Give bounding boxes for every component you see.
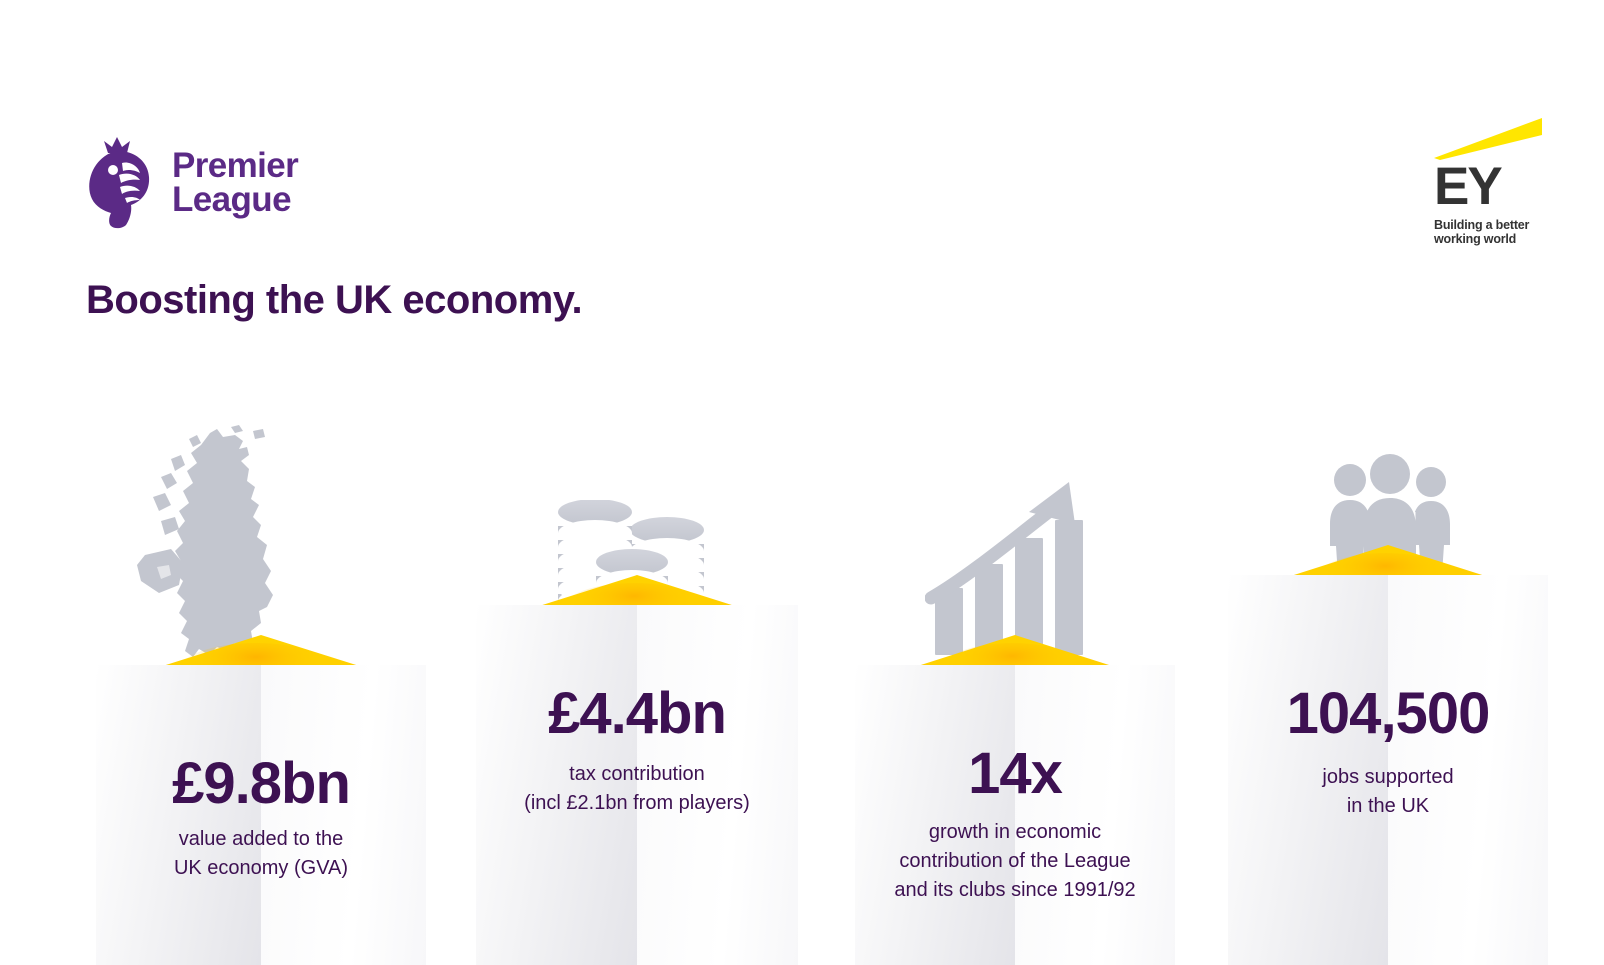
stat-desc-line1: value added to the: [178, 828, 344, 850]
ey-letters: EY: [1434, 157, 1503, 216]
stat-desc-line2: (incl £2.1bn from players): [524, 792, 750, 814]
ey-yellow-beam-icon: [1434, 118, 1542, 160]
page-title: Boosting the UK economy.: [86, 278, 583, 322]
pillar-face-right: [1388, 575, 1548, 965]
stat-desc-line2: UK economy (GVA): [173, 857, 349, 879]
pl-word-premier: Premier: [172, 145, 299, 185]
stat-description: value added to the UK economy (GVA): [96, 825, 426, 883]
stat-desc-line3: and its clubs since 1991/92: [894, 879, 1136, 901]
premier-league-lion-icon: [89, 136, 150, 228]
stat-value: 14x: [968, 741, 1063, 806]
pillar-face-right: [261, 665, 426, 965]
stat-description: jobs supported in the UK: [1228, 763, 1548, 821]
stat-value: 104,500: [1286, 681, 1491, 746]
pillar-body: [855, 665, 1175, 965]
pillar-body: [476, 605, 798, 965]
pillar-face-left: [476, 605, 637, 965]
stat-description: growth in economic contribution of the L…: [855, 818, 1175, 905]
uk-map-icon: [137, 425, 273, 657]
pillar-face-right: [1015, 665, 1175, 965]
premier-league-wordmark: Premier League: [172, 145, 299, 219]
ey-tagline: Building a better working world: [1434, 218, 1554, 246]
stat-pillar-growth: 14x growth in economic contribution of t…: [855, 420, 1175, 965]
stat-value: £9.8bn: [172, 751, 351, 816]
pillar-face-right: [637, 605, 798, 965]
growth-bar-chart-icon: [925, 482, 1095, 655]
pillar-face-left: [855, 665, 1015, 965]
ey-logo: EY Building a better working world: [1434, 118, 1546, 248]
stat-desc-line1: tax contribution: [569, 763, 705, 785]
stat-desc-line1: jobs supported: [1322, 766, 1454, 788]
stat-value: £4.4bn: [548, 681, 727, 746]
stat-pillar-jobs: 104,500 jobs supported in the UK: [1228, 330, 1548, 965]
premier-league-logo: Premier League: [86, 135, 416, 230]
pillar-face-left: [1228, 575, 1388, 965]
pillar-body: [1228, 575, 1548, 965]
stat-description: tax contribution (incl £2.1bn from playe…: [476, 760, 798, 818]
stat-desc-line1: growth in economic: [928, 821, 1102, 843]
pillar-body: [96, 665, 426, 965]
stat-pillar-tax: £4.4bn tax contribution (incl £2.1bn fro…: [476, 360, 798, 965]
stat-desc-line2: contribution of the League: [899, 850, 1131, 872]
stat-desc-line2: in the UK: [1346, 795, 1430, 817]
ey-tagline-line2: working world: [1434, 232, 1517, 246]
pl-word-league: League: [172, 179, 292, 219]
stat-pillar-gva: £9.8bn value added to the UK economy (GV…: [96, 420, 426, 965]
ey-tagline-line1: Building a better: [1434, 218, 1530, 232]
pillar-face-left: [96, 665, 261, 965]
